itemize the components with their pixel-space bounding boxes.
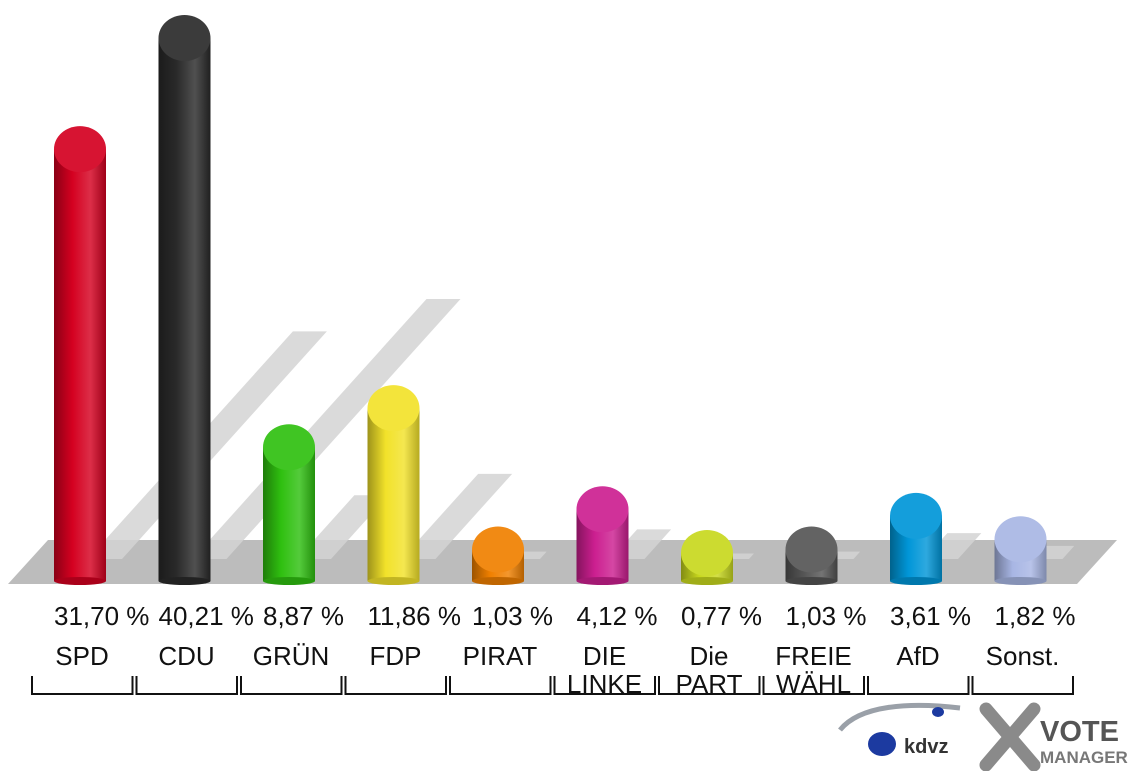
category-bracket <box>449 676 552 695</box>
bar-cap <box>263 424 315 471</box>
bar-cdu <box>158 38 211 581</box>
bar-base <box>994 577 1047 585</box>
kdvz-sphere-small <box>932 707 944 717</box>
bar-cap <box>158 15 211 61</box>
bar-cap <box>681 529 733 576</box>
value-label: 40,21 % <box>159 601 254 631</box>
kdvz-logo-text: kdvz <box>904 736 948 758</box>
bar-cap <box>367 385 420 432</box>
value-label: 3,61 % <box>890 601 971 631</box>
bar-base <box>158 577 211 585</box>
bar-fdp <box>367 408 420 581</box>
category-bracket <box>344 676 447 695</box>
category-label: SPD <box>55 641 108 671</box>
category-brackets-layer <box>31 676 1074 695</box>
bars-layer <box>54 15 1047 585</box>
value-label: 11,86 % <box>368 601 461 631</box>
value-label: 1,82 % <box>995 601 1076 631</box>
bar-shadow <box>401 473 513 559</box>
bar-spd <box>54 149 106 581</box>
bar-cap <box>54 126 106 173</box>
value-label: 1,03 % <box>472 601 553 631</box>
bar-base <box>890 577 942 585</box>
value-label: 0,77 % <box>681 601 762 631</box>
kdvz-swoosh <box>838 702 961 732</box>
bar-cap <box>890 492 942 539</box>
labels-layer: 31,70 % SPD 40,21 % CDU 8,87 % GRÜN 11,86 % FDP… <box>54 601 1075 699</box>
category-bracket <box>553 676 656 695</box>
bar-base <box>576 577 629 585</box>
vote-manager-line2: MANAGER <box>1040 748 1128 767</box>
bar-base <box>54 577 106 585</box>
bar-shadow <box>192 299 461 559</box>
category-label: DIE <box>583 641 626 671</box>
category-label: GRÜN <box>253 641 330 671</box>
value-label: 8,87 % <box>263 601 344 631</box>
bar-cap <box>994 516 1047 563</box>
bar-base <box>785 577 838 585</box>
bar-base <box>263 577 315 585</box>
bar-base <box>367 577 420 585</box>
category-label: AfD <box>896 641 939 671</box>
bar-cap <box>472 526 524 573</box>
category-label: FDP <box>370 641 422 671</box>
category-bracket <box>658 676 761 695</box>
category-label: PIRAT <box>463 641 538 671</box>
category-bracket <box>971 676 1074 695</box>
value-label: 31,70 % <box>54 601 149 631</box>
category-bracket <box>135 676 238 695</box>
bar-cap <box>785 526 838 573</box>
bar-shadow <box>297 495 389 559</box>
value-label: 1,03 % <box>786 601 867 631</box>
category-label: Die <box>689 641 728 671</box>
kdvz-sphere-large <box>868 732 896 756</box>
category-bracket <box>762 676 865 695</box>
category-label: Sonst. <box>986 641 1060 671</box>
category-bracket <box>31 676 134 695</box>
vote-manager-line1: VOTE <box>1040 716 1119 748</box>
kdvz-logo: kdvz <box>838 702 961 758</box>
category-bracket <box>867 676 970 695</box>
bar-base <box>681 577 733 585</box>
vote-manager-cross-icon <box>979 702 1041 772</box>
value-label: 4,12 % <box>577 601 658 631</box>
category-bracket <box>240 676 343 695</box>
bar-base <box>472 577 524 585</box>
vote-manager-logo: VOTE MANAGER <box>979 702 1128 772</box>
bar-cap <box>576 486 629 533</box>
category-label: FREIE <box>775 641 852 671</box>
category-label: CDU <box>158 641 214 671</box>
